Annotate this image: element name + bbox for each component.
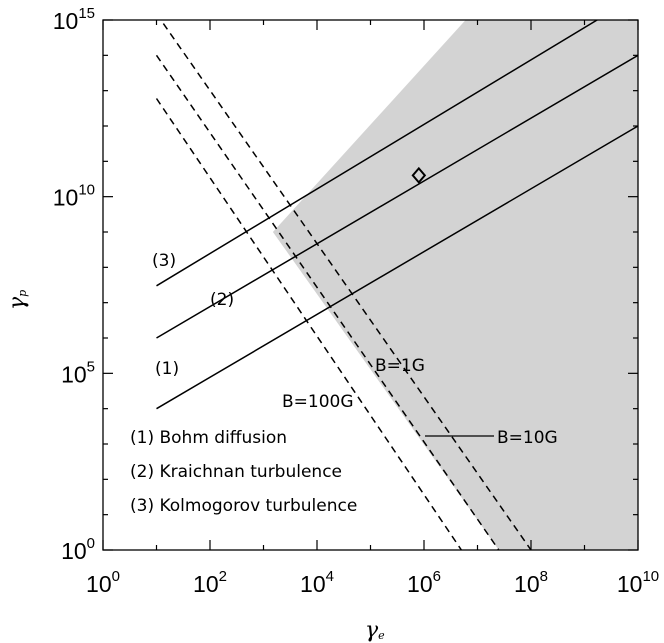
y-tick-base: 10 — [61, 361, 87, 387]
y-tick-label-2: 1010 — [53, 182, 95, 211]
y-axis-title-main: γ — [5, 296, 30, 310]
legend-entry-2: (2) Kraichnan turbulence — [130, 462, 342, 482]
x-tick-label-2: 104 — [300, 568, 334, 597]
line-2-label: (2) — [210, 290, 234, 310]
legend-entry-1: (1) Bohm diffusion — [130, 428, 287, 448]
dashed-line-b-10g — [155, 54, 500, 550]
x-tick-label-3: 106 — [407, 568, 441, 597]
x-tick-label-1: 102 — [193, 568, 227, 597]
x-axis-title-sub: e — [378, 629, 385, 642]
x-tick-exp: 4 — [326, 568, 334, 585]
y-axis-title: γp — [5, 290, 30, 310]
y-tick-exp: 5 — [87, 358, 95, 375]
y-axis-title-sub: p — [16, 290, 29, 297]
plot-content — [155, 20, 638, 550]
diamond-marker — [411, 166, 427, 184]
x-tick-base: 10 — [86, 571, 112, 597]
y-tick-base: 10 — [61, 538, 87, 564]
b10g-label: B=10G — [497, 428, 558, 448]
x-tick-base: 10 — [407, 571, 433, 597]
x-tick-label-4: 108 — [514, 568, 548, 597]
x-tick-exp: 0 — [112, 568, 120, 585]
x-tick-exp: 8 — [540, 568, 548, 585]
y-tick-base: 10 — [53, 8, 79, 34]
x-tick-exp: 2 — [219, 568, 227, 585]
x-tick-base: 10 — [193, 571, 219, 597]
y-tick-exp: 15 — [78, 5, 95, 22]
x-tick-exp: 6 — [433, 568, 441, 585]
y-tick-label-3: 1015 — [53, 5, 95, 34]
line-1-label: (1) — [155, 359, 179, 379]
x-axis-title: γe — [365, 618, 385, 643]
dashed-line-b-100g — [155, 98, 463, 550]
x-tick-base: 10 — [514, 571, 540, 597]
y-tick-exp: 10 — [78, 182, 95, 199]
dashed-line-b-1g — [159, 20, 532, 550]
solid-line-1 — [156, 125, 638, 410]
shaded-region — [272, 20, 638, 550]
x-tick-base: 10 — [300, 571, 326, 597]
x-tick-exp: 10 — [642, 568, 659, 585]
x-tick-label-5: 1010 — [617, 568, 659, 597]
plot-area — [155, 20, 638, 550]
annotations: (1) (2) (3) B=1G B=10G B=100G (1) Bohm d… — [5, 251, 558, 643]
x-tick-label-0: 100 — [86, 568, 120, 597]
b1g-label: B=1G — [375, 356, 425, 376]
x-tick-base: 10 — [617, 571, 643, 597]
y-tick-exp: 0 — [87, 535, 95, 552]
x-axis-title-main: γ — [365, 618, 379, 643]
line-3-label: (3) — [152, 251, 176, 271]
b100g-label: B=100G — [282, 392, 354, 412]
y-tick-base: 10 — [53, 185, 79, 211]
y-tick-label-1: 105 — [61, 358, 95, 387]
solid-line-3 — [156, 20, 599, 287]
legend-entry-3: (3) Kolmogorov turbulence — [130, 496, 357, 516]
y-tick-label-0: 100 — [61, 535, 95, 564]
solid-line-2 — [156, 54, 638, 339]
